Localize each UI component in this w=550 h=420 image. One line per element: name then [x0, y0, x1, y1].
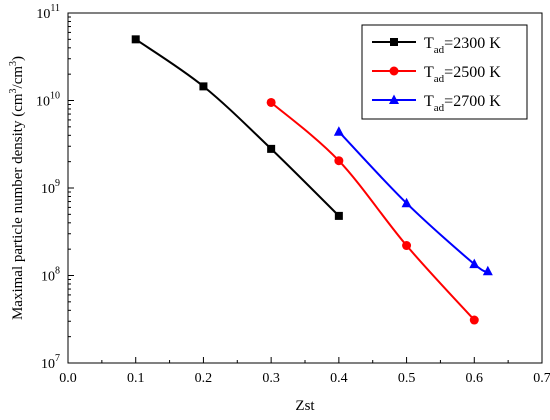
data-point-triangle: [482, 265, 493, 276]
x-tick-label: 0.5: [398, 371, 416, 386]
x-axis-title: Zst: [295, 398, 315, 414]
legend-label: Tad=2300 K: [424, 35, 501, 56]
legend: Tad=2300 K Tad=2500 K Tad=2700 K: [361, 24, 528, 120]
x-tick-label: 0.4: [330, 371, 348, 386]
data-point-circle: [469, 315, 479, 325]
data-point-triangle: [469, 258, 480, 269]
y-axis-title: Maximal particle number density (cm3/cm3…: [8, 56, 26, 320]
x-tick-label: 0.2: [195, 371, 213, 386]
y-axis-title-mid: /cm: [10, 66, 26, 89]
y-axis-title-sup2: 3: [8, 61, 19, 66]
y-tick-label: 1011: [36, 3, 60, 22]
data-point-square: [390, 38, 398, 46]
data-point-circle: [389, 66, 399, 76]
legend-label: Tad=2700 K: [424, 93, 501, 114]
x-tick-label: 0.3: [262, 371, 280, 386]
data-point-square: [199, 82, 208, 91]
series-line: [338, 131, 489, 273]
y-tick-label: 1010: [36, 91, 60, 110]
x-tick-label: 0.0: [59, 371, 77, 386]
series-line: [270, 101, 476, 321]
y-axis-title-sup1: 3: [8, 88, 19, 93]
data-point-circle: [266, 97, 276, 107]
x-tick-label: 0.1: [127, 371, 145, 386]
data-point-circle: [402, 241, 412, 251]
legend-label: Tad=2500 K: [424, 64, 501, 85]
series-line: [135, 38, 340, 217]
data-point-square: [334, 211, 343, 220]
y-tick-label: 109: [41, 178, 60, 197]
data-point-square: [267, 144, 276, 153]
y-tick-label: 107: [41, 353, 60, 372]
data-point-square: [131, 35, 140, 44]
y-axis-title-prefix: Maximal particle number density (cm: [10, 93, 26, 320]
x-tick-label: 0.6: [466, 371, 484, 386]
data-point-triangle: [401, 197, 412, 208]
data-point-circle: [334, 156, 344, 166]
data-point-triangle: [389, 94, 399, 104]
y-axis-title-suffix: ): [10, 56, 26, 61]
data-point-triangle: [333, 126, 344, 136]
y-tick-label: 108: [41, 266, 60, 285]
x-tick-label: 0.7: [533, 371, 550, 386]
